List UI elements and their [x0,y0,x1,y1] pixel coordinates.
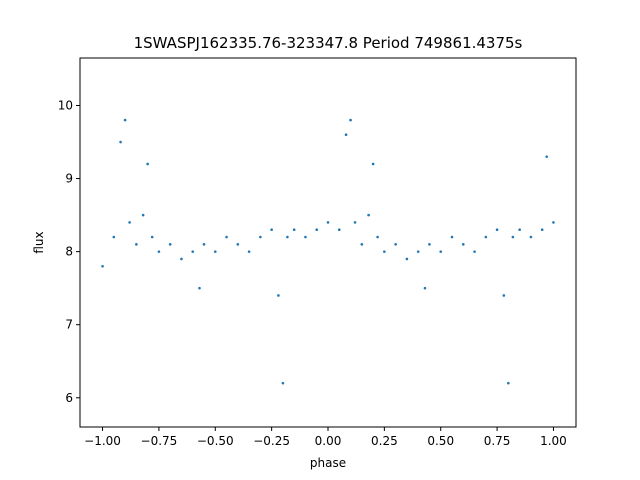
data-point [123,118,127,122]
x-tick-label: 0.25 [371,434,398,448]
data-point [315,228,319,232]
data-point [225,235,228,239]
data-point [259,235,262,239]
data-point [337,228,341,232]
data-point [511,235,515,239]
data-point [540,228,544,232]
data-point [202,243,206,246]
data-point [360,243,364,246]
data-point [180,257,183,261]
data-point [461,243,465,246]
data-point [150,235,154,239]
data-point [213,250,217,253]
data-point [135,243,138,246]
scatter-points [101,118,555,385]
data-point [371,162,375,166]
x-tick-label: 0.50 [427,434,454,448]
y-axis-label: flux [32,231,46,253]
data-point [545,155,548,158]
data-point [416,250,420,253]
data-point [128,221,131,224]
x-tick-label: 0.00 [315,434,342,448]
y-tick-label: 6 [65,391,73,405]
data-point [277,294,280,297]
y-tick-label: 9 [65,172,73,186]
data-point [367,213,370,217]
data-point [101,264,104,268]
data-point [281,381,285,385]
data-point [191,250,195,253]
data-point [270,228,273,232]
x-tick-label: 1.00 [540,434,567,448]
x-tick-label: 0.75 [484,434,511,448]
data-point [529,235,533,239]
data-point [146,162,149,166]
data-point [198,286,201,290]
data-point [326,221,330,224]
x-tick-label: −0.50 [197,434,234,448]
data-point [286,235,289,239]
data-point [119,140,122,144]
data-point [292,228,296,232]
data-point [423,286,427,290]
data-point [157,250,161,253]
chart-title: 1SWASPJ162335.76-323347.8 Period 749861.… [134,34,523,52]
data-point [473,250,476,253]
x-tick-label: −0.75 [141,434,178,448]
x-axis-label: phase [310,456,346,470]
data-point [383,250,386,253]
data-point [376,235,379,239]
y-tick-label: 7 [65,318,73,332]
data-point [344,133,348,137]
data-point [394,243,397,246]
x-tick-label: −0.25 [253,434,290,448]
data-point [112,235,116,239]
x-axis-ticks: −1.00 −0.75 −0.50 −0.25 0.00 0.25 0.50 0.75 1.00 [84,427,567,448]
data-point [439,250,443,253]
data-point [450,235,454,239]
data-point [507,381,510,385]
data-point [141,213,145,217]
data-point [168,243,172,246]
data-point [518,228,521,232]
data-point [247,250,251,253]
data-point [495,228,499,232]
data-point [552,221,555,224]
data-point [353,221,357,224]
data-point [236,243,240,246]
data-point [405,257,409,261]
y-axis-ticks: 6 7 8 9 10 [58,98,80,405]
data-point [428,243,431,246]
y-tick-label: 8 [65,245,73,259]
x-tick-label: −1.00 [84,434,121,448]
y-tick-label: 10 [58,98,73,112]
data-point [349,118,352,122]
data-point [484,235,488,239]
data-point [502,294,506,297]
data-point [304,235,307,239]
